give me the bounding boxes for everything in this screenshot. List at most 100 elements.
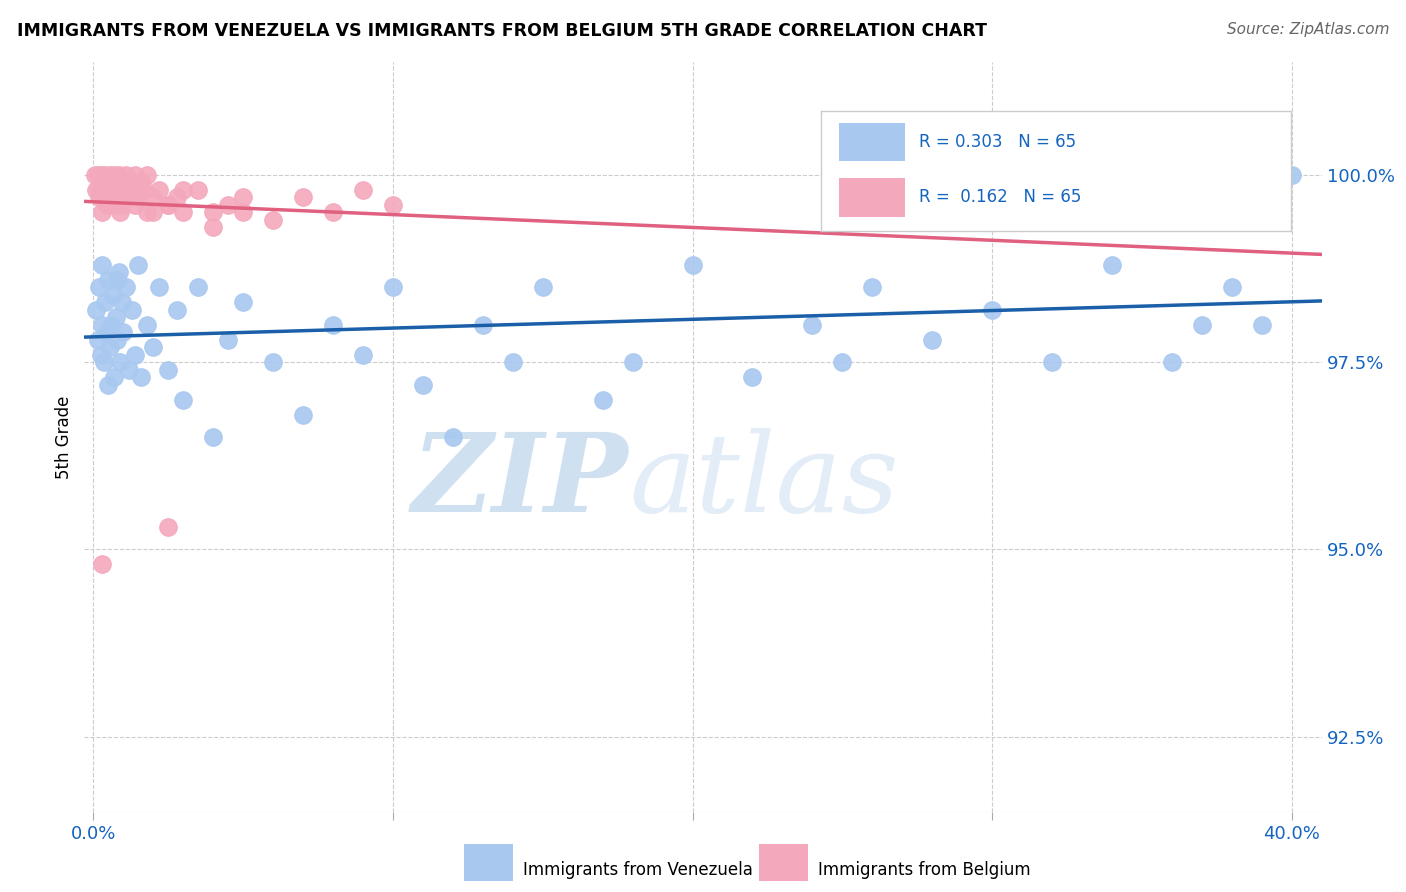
- Point: [187, 280, 209, 294]
- Point: [831, 355, 853, 369]
- Point: [86, 183, 108, 197]
- Point: [118, 175, 141, 189]
- Point: [412, 377, 434, 392]
- Point: [127, 258, 149, 272]
- Point: [157, 362, 180, 376]
- Point: [172, 392, 194, 407]
- Point: [682, 258, 704, 272]
- Point: [981, 302, 1004, 317]
- Point: [172, 183, 194, 197]
- Point: [1220, 280, 1243, 294]
- Point: [471, 318, 494, 332]
- Point: [112, 190, 135, 204]
- Point: [232, 190, 254, 204]
- Point: [91, 258, 114, 272]
- Point: [1265, 183, 1288, 197]
- Point: [166, 302, 188, 317]
- Point: [124, 198, 146, 212]
- Point: [217, 198, 239, 212]
- Point: [127, 190, 149, 204]
- Point: [232, 205, 254, 219]
- Point: [121, 302, 143, 317]
- Point: [110, 183, 132, 197]
- Point: [801, 318, 824, 332]
- Point: [129, 175, 152, 189]
- Point: [118, 175, 141, 189]
- Point: [110, 355, 132, 369]
- Point: [94, 168, 117, 182]
- Point: [100, 318, 122, 332]
- Point: [172, 205, 194, 219]
- Point: [129, 370, 152, 384]
- Point: [105, 175, 128, 189]
- Point: [136, 205, 159, 219]
- Text: atlas: atlas: [628, 428, 898, 536]
- Point: [262, 355, 284, 369]
- Point: [112, 175, 135, 189]
- Point: [502, 355, 524, 369]
- Point: [1191, 318, 1213, 332]
- Point: [531, 280, 554, 294]
- Point: [100, 183, 122, 197]
- Point: [100, 175, 122, 189]
- Point: [105, 273, 128, 287]
- Point: [352, 348, 374, 362]
- Point: [441, 430, 464, 444]
- Point: [110, 205, 132, 219]
- Point: [108, 168, 131, 182]
- Point: [93, 183, 115, 197]
- Point: [1101, 258, 1123, 272]
- Point: [621, 355, 644, 369]
- Point: [142, 205, 165, 219]
- Point: [89, 183, 111, 197]
- Point: [101, 287, 124, 301]
- Point: [114, 183, 136, 197]
- Point: [136, 318, 159, 332]
- Point: [124, 168, 146, 182]
- Point: [352, 183, 374, 197]
- Point: [97, 190, 120, 204]
- Point: [96, 198, 118, 212]
- Point: [89, 190, 111, 204]
- Point: [105, 183, 128, 197]
- Point: [98, 168, 121, 182]
- Point: [142, 340, 165, 354]
- Point: [381, 280, 404, 294]
- Text: Source: ZipAtlas.com: Source: ZipAtlas.com: [1226, 22, 1389, 37]
- Point: [94, 175, 117, 189]
- Point: [94, 295, 117, 310]
- Point: [103, 168, 125, 182]
- Point: [148, 183, 170, 197]
- Point: [90, 168, 112, 182]
- Point: [1281, 168, 1303, 182]
- Point: [87, 168, 110, 182]
- Text: IMMIGRANTS FROM VENEZUELA VS IMMIGRANTS FROM BELGIUM 5TH GRADE CORRELATION CHART: IMMIGRANTS FROM VENEZUELA VS IMMIGRANTS …: [17, 22, 987, 40]
- Point: [105, 333, 128, 347]
- Point: [111, 295, 134, 310]
- Text: Immigrants from Venezuela: Immigrants from Venezuela: [523, 861, 752, 879]
- Point: [117, 190, 139, 204]
- Point: [91, 558, 114, 572]
- Point: [98, 340, 121, 354]
- Point: [860, 280, 883, 294]
- Point: [217, 333, 239, 347]
- Point: [87, 333, 110, 347]
- Point: [83, 168, 105, 182]
- Text: ZIP: ZIP: [412, 428, 628, 536]
- Point: [108, 265, 131, 279]
- Point: [121, 183, 143, 197]
- Point: [104, 310, 127, 325]
- Point: [115, 280, 138, 294]
- Point: [232, 295, 254, 310]
- Point: [96, 325, 118, 339]
- Point: [112, 325, 135, 339]
- Point: [136, 168, 159, 182]
- Point: [129, 183, 152, 197]
- Point: [124, 348, 146, 362]
- Point: [91, 175, 114, 189]
- Point: [118, 362, 141, 376]
- Point: [134, 183, 156, 197]
- Point: [142, 190, 165, 204]
- Point: [97, 377, 120, 392]
- Text: Immigrants from Belgium: Immigrants from Belgium: [818, 861, 1031, 879]
